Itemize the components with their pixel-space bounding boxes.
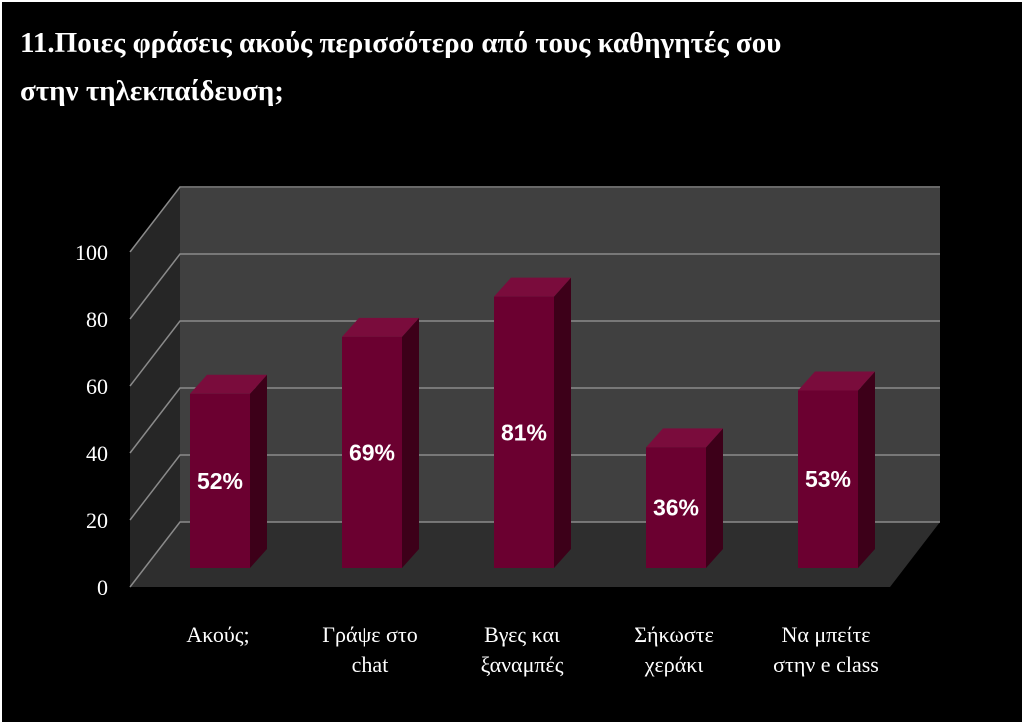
y-tick-label: 60 <box>86 374 108 399</box>
bar-front <box>494 296 554 568</box>
x-tick-label: Βγες και ξαναμπές <box>481 622 564 677</box>
bar <box>646 428 723 568</box>
bar-side <box>858 371 875 568</box>
grid-line <box>129 320 940 387</box>
bar-top <box>646 428 723 448</box>
x-tick-label: Σήκωστε χεράκι <box>634 622 714 677</box>
value-label: 69% <box>349 439 395 465</box>
grid-line <box>129 253 940 320</box>
value-label: 36% <box>653 495 699 521</box>
bar <box>798 371 875 568</box>
y-tick-label: 20 <box>86 508 108 533</box>
bar-side <box>706 428 723 568</box>
bar-top <box>798 371 875 391</box>
y-tick-label: 100 <box>75 240 108 265</box>
bar-top <box>494 277 571 297</box>
chart-title: 11.Ποιες φράσεις ακούς περισσότερο από τ… <box>20 27 781 107</box>
bar <box>190 374 267 568</box>
bar <box>342 317 419 568</box>
grid-line <box>129 186 940 253</box>
value-label: 52% <box>197 468 243 494</box>
bar-front <box>342 336 402 568</box>
bar-side <box>554 277 571 568</box>
y-tick-label: 80 <box>86 307 108 332</box>
bar-front <box>646 447 706 568</box>
x-tick-label: Ακούς; <box>186 622 249 647</box>
bar <box>494 277 571 568</box>
x-tick-label: Γράψε στο chat <box>322 622 417 677</box>
x-tick-label: Να μπείτε στην e class <box>773 622 879 677</box>
y-tick-label: 40 <box>86 441 108 466</box>
bar-top <box>342 317 419 337</box>
side-wall <box>130 188 180 587</box>
bar-side <box>402 317 419 568</box>
y-tick-label: 0 <box>97 575 108 600</box>
bar-front <box>190 393 250 568</box>
value-label: 53% <box>805 466 851 492</box>
bar-front <box>798 390 858 568</box>
grid-line <box>129 387 940 454</box>
value-label: 81% <box>501 419 547 445</box>
bar-top <box>190 374 267 394</box>
bar-side <box>250 374 267 568</box>
